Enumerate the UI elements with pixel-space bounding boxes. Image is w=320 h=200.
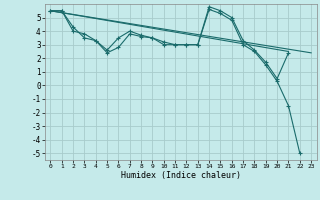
- X-axis label: Humidex (Indice chaleur): Humidex (Indice chaleur): [121, 171, 241, 180]
